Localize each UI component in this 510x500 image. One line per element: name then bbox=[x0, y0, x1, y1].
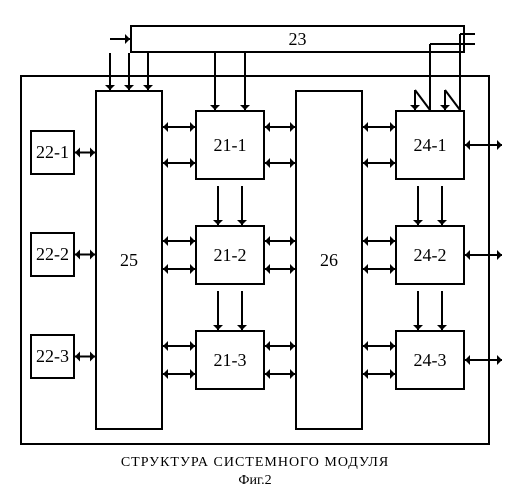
label-24-2: 24-2 bbox=[414, 245, 447, 266]
label-22-2: 22-2 bbox=[36, 244, 69, 265]
block-24-2: 24-2 bbox=[395, 225, 465, 285]
label-23: 23 bbox=[289, 29, 307, 50]
label-22-3: 22-3 bbox=[36, 346, 69, 367]
block-24-3: 24-3 bbox=[395, 330, 465, 390]
label-21-2: 21-2 bbox=[214, 245, 247, 266]
label-21-1: 21-1 bbox=[214, 135, 247, 156]
label-26: 26 bbox=[320, 250, 338, 271]
block-23: 23 bbox=[130, 25, 465, 53]
label-22-1: 22-1 bbox=[36, 142, 69, 163]
label-24-3: 24-3 bbox=[414, 350, 447, 371]
block-22-2: 22-2 bbox=[30, 232, 75, 277]
block-25: 25 bbox=[95, 90, 163, 430]
block-22-3: 22-3 bbox=[30, 334, 75, 379]
block-24-1: 24-1 bbox=[395, 110, 465, 180]
caption: СТРУКТУРА СИСТЕМНОГО МОДУЛЯ bbox=[0, 455, 510, 471]
label-25: 25 bbox=[120, 250, 138, 271]
block-26: 26 bbox=[295, 90, 363, 430]
block-22-1: 22-1 bbox=[30, 130, 75, 175]
block-21-2: 21-2 bbox=[195, 225, 265, 285]
block-21-1: 21-1 bbox=[195, 110, 265, 180]
figure-label: Фиг.2 bbox=[0, 473, 510, 489]
label-21-3: 21-3 bbox=[214, 350, 247, 371]
label-24-1: 24-1 bbox=[414, 135, 447, 156]
block-21-3: 21-3 bbox=[195, 330, 265, 390]
